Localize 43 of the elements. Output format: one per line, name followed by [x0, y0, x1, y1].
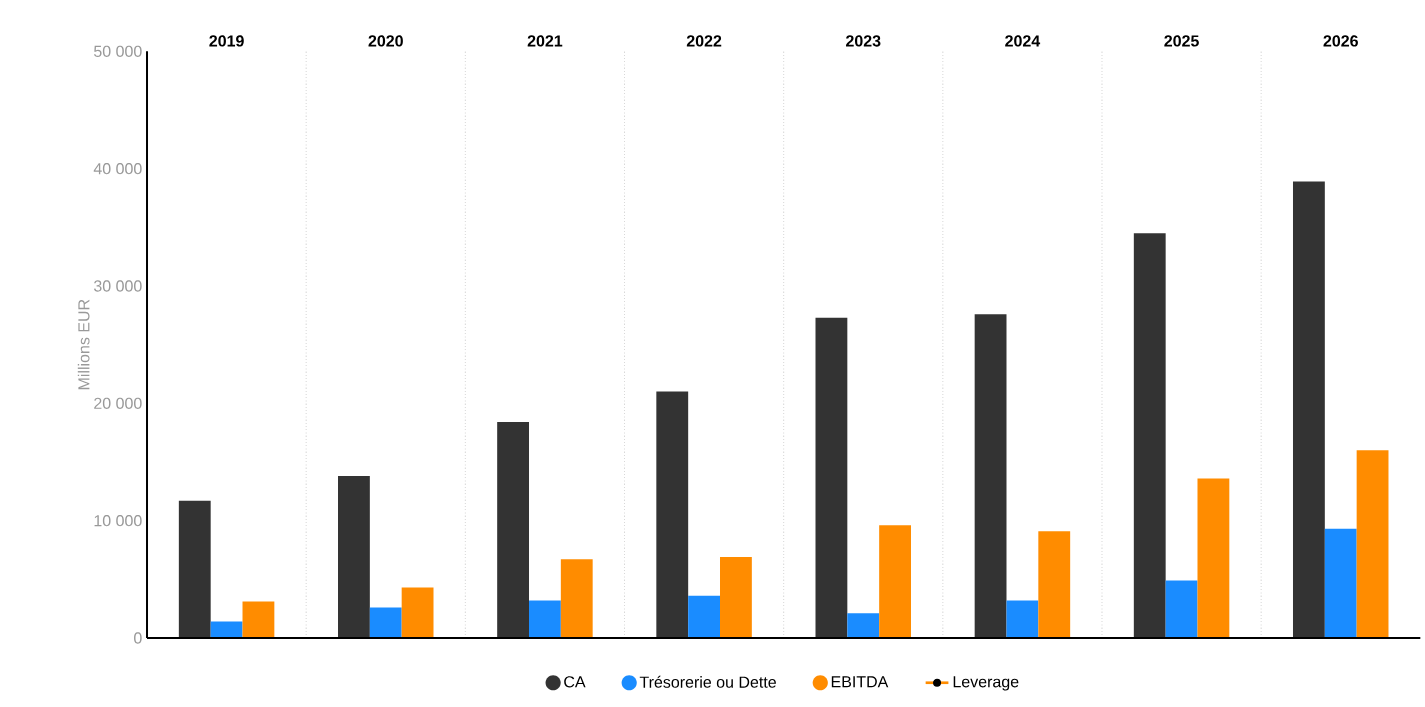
bar [1006, 600, 1039, 638]
bar [338, 476, 370, 638]
bar [497, 422, 529, 638]
y-axis-title: Millions EUR [77, 299, 90, 390]
bar [1356, 450, 1389, 638]
bar [242, 601, 275, 638]
bar [560, 559, 593, 638]
bar [210, 621, 243, 638]
bar [847, 613, 880, 638]
bar [879, 525, 911, 638]
bar [1133, 233, 1166, 638]
y-tick-label: 40 000 [93, 163, 142, 175]
x-tick-label: 2022 [686, 35, 722, 47]
bar [688, 595, 720, 638]
x-tick-label: 2019 [209, 35, 244, 47]
bar [369, 607, 402, 638]
x-tick-label: 2020 [368, 35, 403, 47]
bar [1324, 528, 1357, 638]
x-tick-label: 2026 [1323, 35, 1358, 47]
bar [656, 391, 689, 638]
legend-label: EBITDA [831, 676, 889, 688]
bar [529, 600, 561, 638]
bar [720, 557, 752, 638]
y-tick-label: 0 [134, 632, 142, 644]
legend-label: CA [564, 676, 586, 688]
x-tick-label: 2023 [846, 35, 881, 47]
y-tick-label: 10 000 [94, 515, 142, 527]
bar [974, 314, 1007, 638]
bar [1038, 531, 1071, 638]
bar [1197, 478, 1230, 638]
y-tick-label: 30 000 [93, 280, 142, 292]
legend-label: Leverage [953, 676, 1019, 691]
bar [815, 317, 848, 638]
bar [1165, 580, 1198, 638]
bar [401, 587, 434, 638]
bar [1292, 181, 1325, 638]
legend-label: Trésorerie ou Dette [639, 675, 776, 688]
y-tick-label: 20 000 [94, 397, 142, 409]
x-tick-label: 2024 [1005, 35, 1041, 47]
bar [178, 500, 211, 638]
x-tick-label: 2021 [527, 35, 563, 47]
x-tick-label: 2025 [1164, 35, 1199, 47]
y-tick-label: 50 000 [94, 45, 142, 57]
